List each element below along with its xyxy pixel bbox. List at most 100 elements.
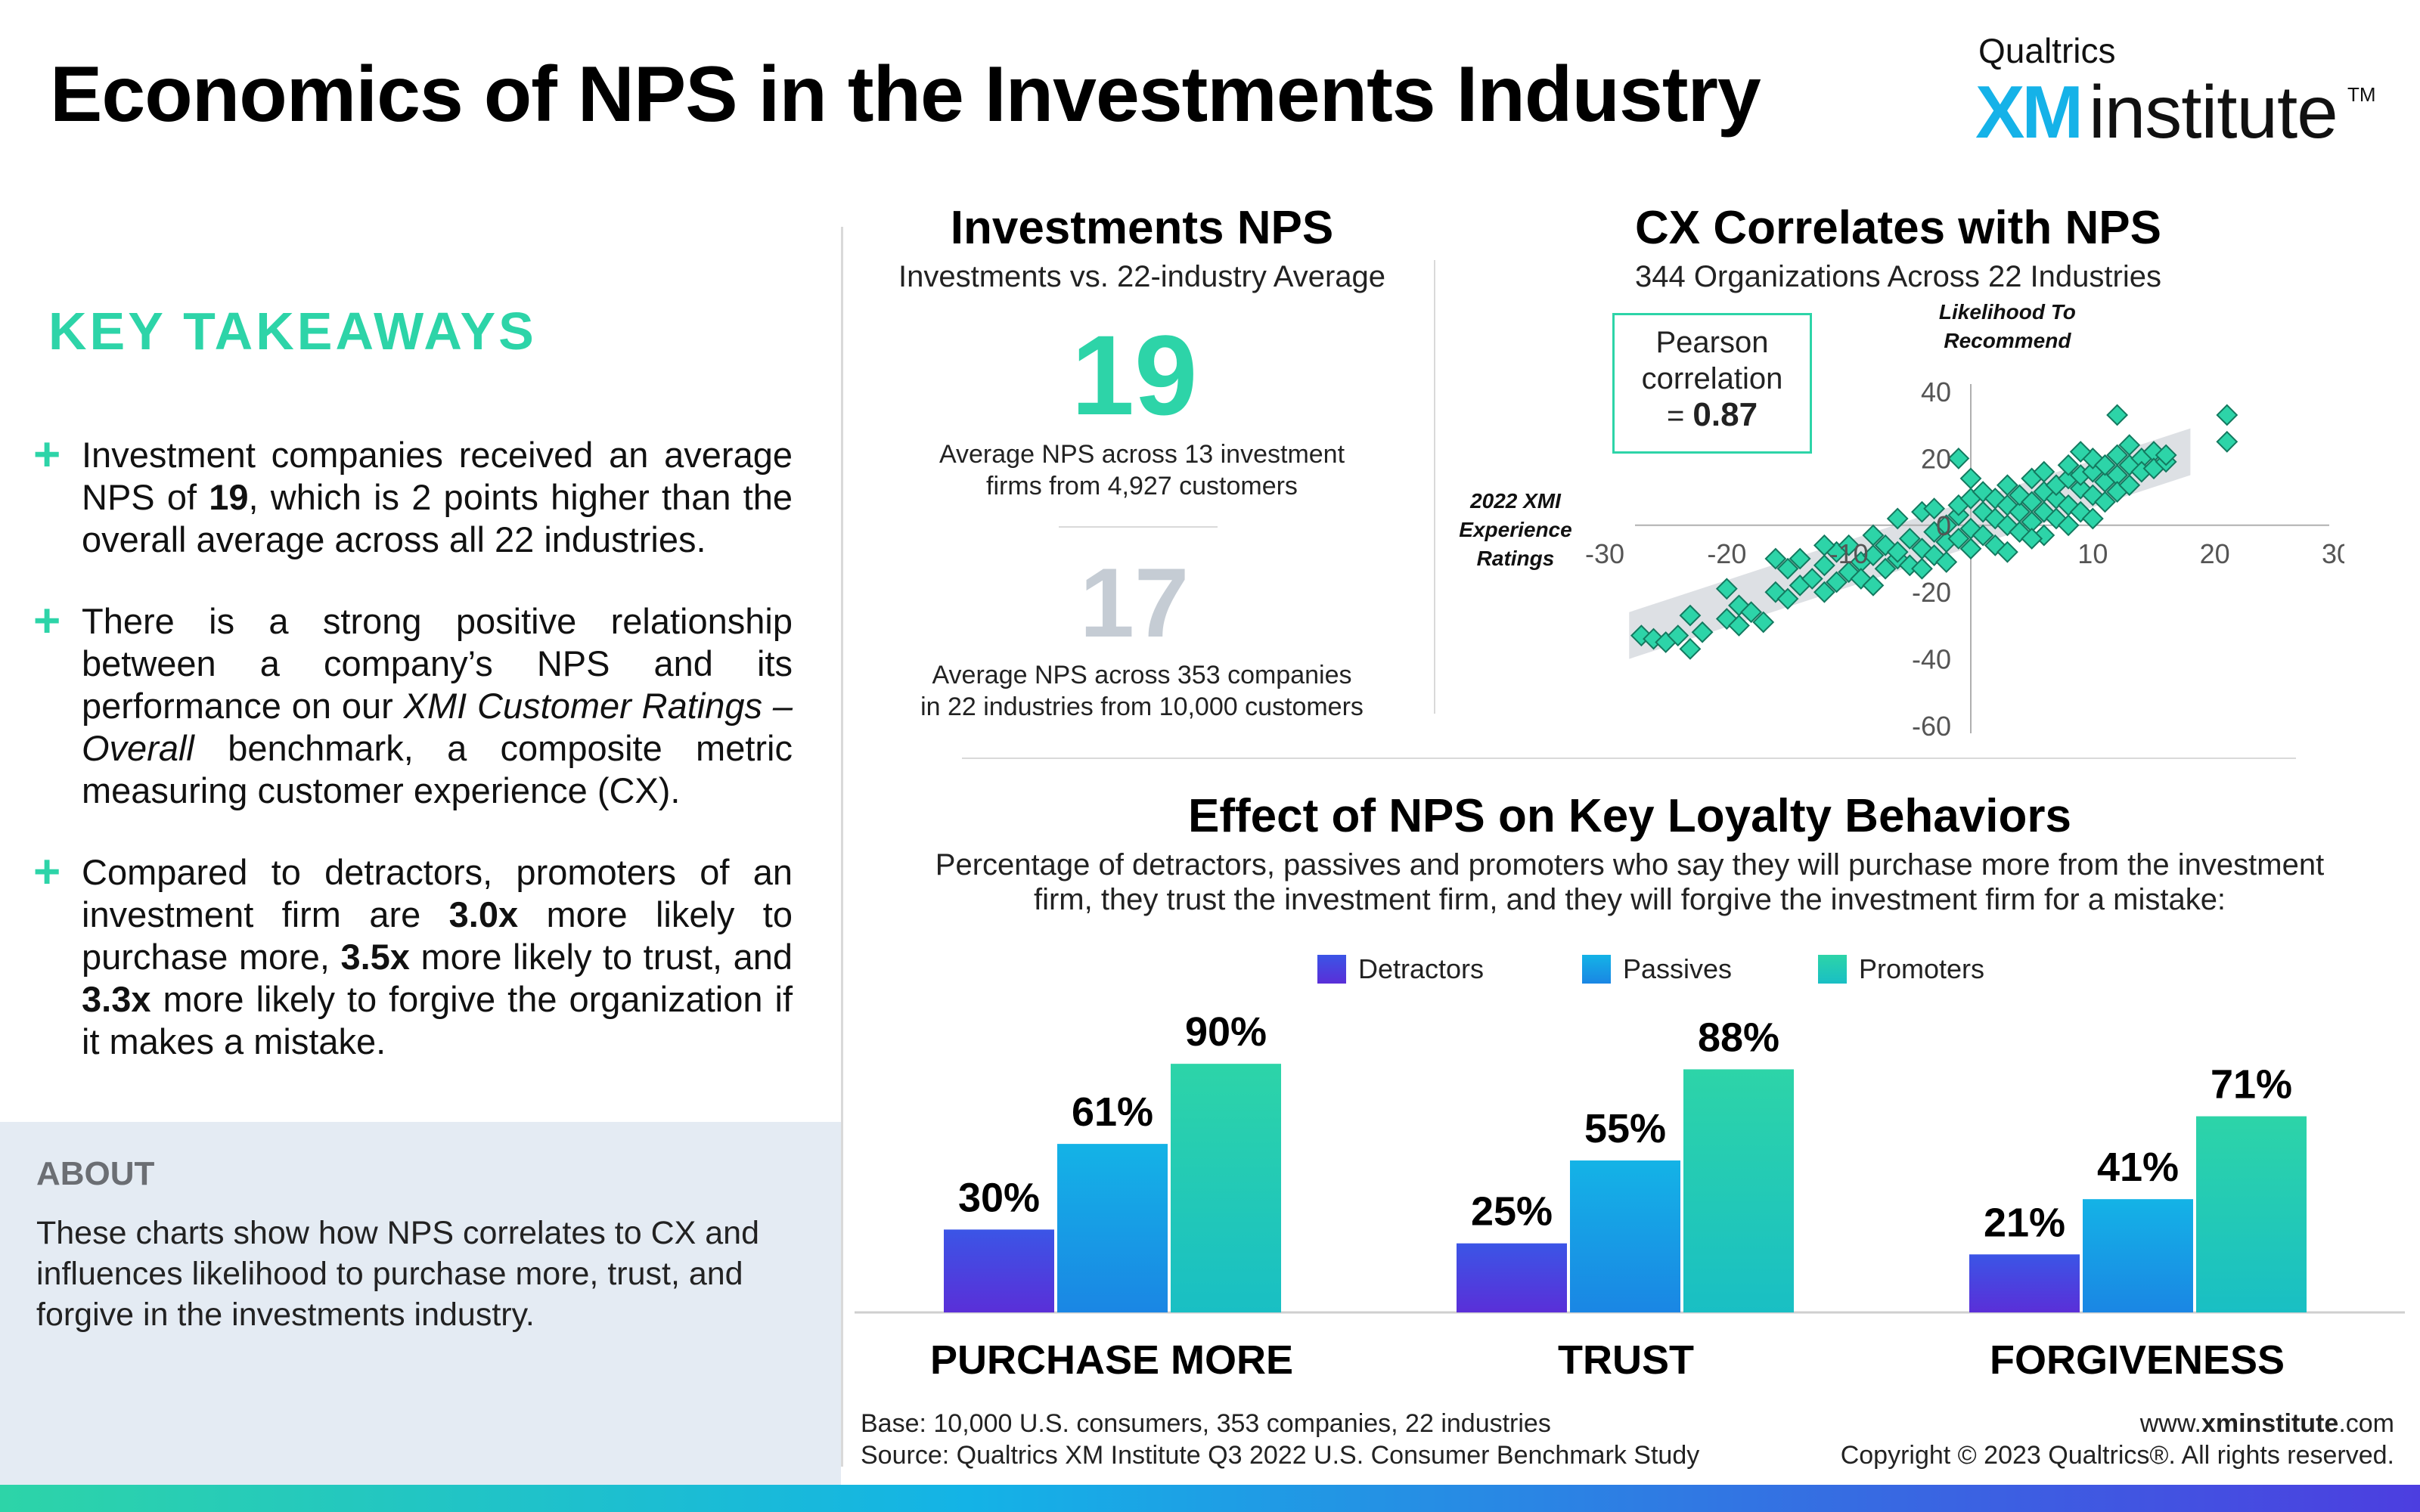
scatter-point (2216, 430, 2238, 453)
x-axis-label: 2022 XMI (1469, 489, 1562, 513)
footer-source: Source: Qualtrics XM Institute Q3 2022 U… (861, 1441, 1700, 1470)
scatter-title: CX Correlates with NPS (1635, 202, 2161, 254)
legend-swatch-promoters (1818, 955, 1847, 984)
bottom-gradient-bar (0, 1485, 2420, 1512)
plus-icon: + (33, 846, 61, 898)
scatter-point (1679, 637, 1702, 660)
legend-promoters: Promoters (1818, 953, 1984, 985)
pearson-correlation-box: Pearson correlation = 0.87 (1612, 313, 1812, 454)
scatter-point (1679, 604, 1702, 627)
y-tick-label: 0 (1936, 510, 1951, 541)
legend-swatch-detractors (1317, 955, 1346, 984)
plus-icon: + (33, 429, 61, 481)
y-tick-label: 40 (1921, 376, 1951, 407)
nps-average-value: 17 (1079, 547, 1190, 658)
bar-passives-2 (2083, 1199, 2193, 1312)
scatter-point (2057, 514, 2080, 537)
about-text: These charts show how NPS correlates to … (36, 1215, 759, 1333)
scatter-point (1947, 528, 1970, 550)
x-tick-label: -10 (1829, 538, 1869, 569)
bar-value-label: 88% (1698, 1015, 1779, 1060)
legend-detractors: Detractors (1317, 953, 1484, 985)
bar-promoters-2 (2196, 1116, 2307, 1312)
x-tick-label: 30 (2322, 538, 2344, 569)
bar-passives-0 (1057, 1144, 1168, 1312)
scatter-point (1874, 557, 1897, 580)
y-tick-label: -40 (1912, 644, 1951, 675)
scatter-point (2094, 491, 2116, 513)
scatter-point (1813, 534, 1835, 556)
scatter-point (1776, 557, 1799, 580)
scatter-point (1740, 601, 1763, 624)
scatter-point (1764, 547, 1787, 570)
legend-label-detractors: Detractors (1358, 953, 1485, 984)
scatter-point (1862, 524, 1885, 547)
scatter-point (1776, 587, 1799, 610)
scatter-point (1862, 544, 1885, 566)
bar-title: Effect of NPS on Key Loyalty Behaviors (1188, 790, 2071, 842)
legend-swatch-passives (1582, 955, 1611, 984)
scatter-point (2216, 404, 2238, 426)
scatter-point (1728, 614, 1750, 637)
bar-value-label: 71% (2211, 1062, 2292, 1108)
scatter-point (2081, 507, 2104, 530)
legend-label-passives: Passives (1623, 953, 1733, 984)
scatter-point (1691, 621, 1714, 643)
nps-investments-note: Average NPS across 13 investment firms fr… (939, 440, 1345, 500)
key-takeaways-heading: KEY TAKEAWAYS (48, 302, 537, 361)
scatter-point (1826, 571, 1848, 593)
about-panel (0, 1122, 841, 1489)
scatter-point (2057, 454, 2080, 476)
scatter-subtitle: 344 Organizations Across 22 Industries (1635, 260, 2161, 293)
legend-label-promoters: Promoters (1859, 953, 1985, 984)
nps-average-note: Average NPS across 353 companies in 22 in… (920, 661, 1364, 721)
bar-value-label: 21% (1984, 1200, 2065, 1245)
bar-value-label: 25% (1471, 1189, 1553, 1235)
scatter-point (2155, 444, 2177, 466)
category-trust: TRUST (1558, 1337, 1694, 1383)
footer-base: Base: 10,000 U.S. consumers, 353 compani… (861, 1409, 1551, 1438)
scatter-point (1935, 551, 1958, 573)
scatter-point (2118, 434, 2141, 457)
scatter-point (1801, 568, 1823, 590)
nps-divider (1059, 526, 1218, 528)
y-tick-label: -20 (1912, 577, 1951, 608)
scatter-point (1996, 474, 2018, 497)
bar-value-label: 30% (958, 1175, 1040, 1220)
scatter-point (2094, 454, 2116, 476)
scatter-point (2118, 474, 2141, 497)
bar-value-label: 41% (2097, 1145, 2179, 1190)
x-axis-label: Ratings (1477, 547, 1555, 570)
scatter-point (1996, 541, 2018, 563)
scatter-point (2033, 460, 2055, 483)
scatter-point (1752, 611, 1775, 634)
scatter-point (1886, 541, 1909, 563)
nps-subtitle: Investments vs. 22-industry Average (898, 260, 1386, 293)
page-title: Economics of NPS in the Investments Indu… (50, 51, 1761, 138)
scatter-point (1947, 447, 1970, 469)
bar-chart: 30% 61% 90% 25% 55% 88% 21% 41% 71% (855, 1009, 2405, 1314)
bar-detractors-2 (1969, 1254, 2080, 1312)
footer-url[interactable]: www.xminstitute.com (2139, 1409, 2394, 1438)
horizontal-divider (962, 758, 2296, 759)
x-tick-label: -20 (1707, 538, 1746, 569)
takeaway-3: Compared to detractors, promoters of an … (82, 852, 793, 1061)
y-tick-label: 20 (1921, 443, 1951, 474)
scatter-point (1813, 554, 1835, 577)
scatter-point (1667, 624, 1689, 647)
bar-promoters-1 (1683, 1069, 1794, 1312)
scatter-point (1715, 578, 1738, 600)
logo-qualtrics-text: Qualtrics (1978, 31, 2116, 70)
x-tick-label: 10 (2077, 538, 2108, 569)
scatter-point (1923, 497, 1946, 520)
bar-subtitle-2: firm, they trust the investment firm, an… (1033, 883, 2226, 916)
scatter-point (2069, 441, 2092, 463)
scatter-point (1972, 524, 1994, 547)
bar-passives-1 (1570, 1160, 1680, 1312)
legend-passives: Passives (1582, 953, 1732, 985)
scatter-point (1959, 538, 1982, 560)
x-tick-label: -30 (1585, 538, 1624, 569)
bar-detractors-0 (944, 1229, 1054, 1312)
scatter-point (1911, 557, 1933, 580)
bar-value-label: 55% (1584, 1106, 1666, 1151)
